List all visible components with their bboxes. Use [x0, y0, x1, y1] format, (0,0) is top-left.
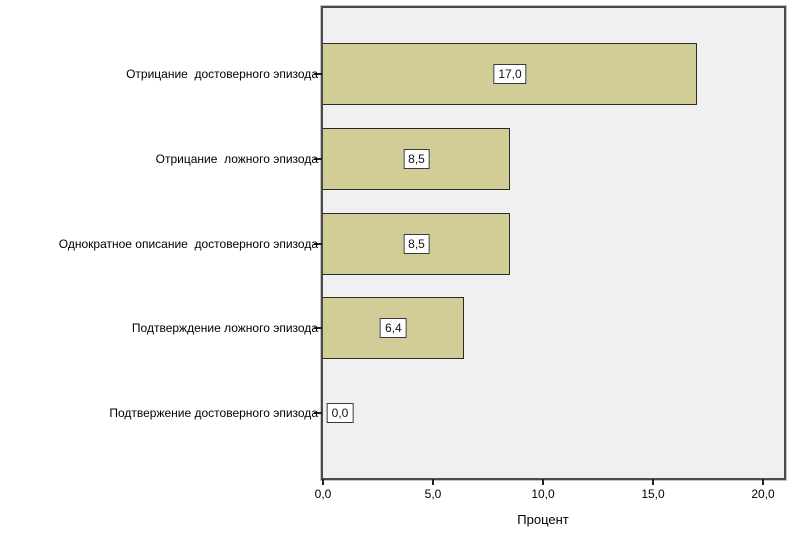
x-axis-tick: [652, 479, 654, 485]
bar-value-label: 8,5: [403, 148, 430, 169]
y-axis-tick: [314, 157, 322, 160]
category-label: Отрицание ложного эпизода: [155, 151, 318, 166]
y-axis-tick: [314, 412, 322, 414]
x-axis-tick: [542, 479, 544, 485]
y-axis-tick: [314, 327, 322, 330]
bar-value-label: 6,4: [380, 318, 407, 339]
x-axis-tick: [762, 479, 764, 485]
bar-value-label: 0,0: [326, 403, 354, 423]
category-label: Отрицание достоверного эпизода: [126, 67, 318, 81]
category-label: Подтверждение ложного эпизода: [131, 321, 318, 336]
x-axis-title: Процент: [517, 512, 569, 527]
x-tick-label: 5,0: [424, 487, 442, 501]
bar-value-label: 17,0: [493, 64, 527, 84]
x-tick-label: 15,0: [641, 487, 665, 501]
x-tick-label: 10,0: [531, 487, 555, 501]
category-label: Подтвержение достоверного эпизода: [109, 406, 318, 420]
x-tick-label: 20,0: [751, 487, 775, 501]
bar-value-label: 8,5: [403, 233, 430, 254]
x-axis-tick: [432, 479, 434, 485]
x-axis-tick: [322, 479, 324, 485]
category-label: Однократное описание достоверного эпизод…: [58, 236, 318, 251]
y-axis-tick: [314, 242, 322, 245]
plot-area: 17,0 Отрицание достоверного эпизода 8,5 Отр…: [59, 6, 786, 527]
x-tick-label: 0,0: [314, 487, 332, 501]
y-axis-tick: [314, 73, 322, 75]
